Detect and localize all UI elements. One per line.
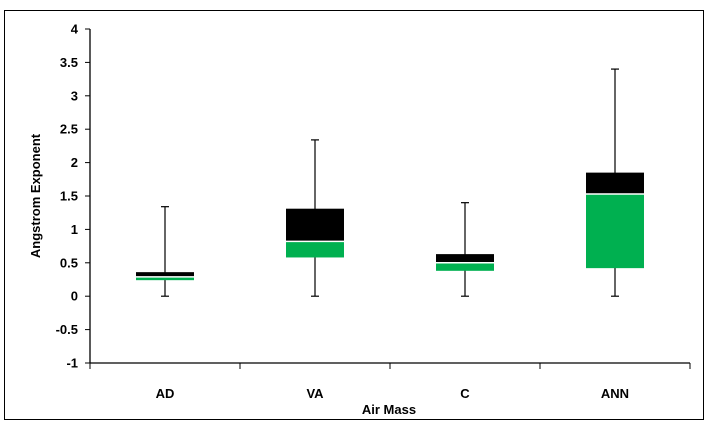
y-tick-label: -1 xyxy=(66,356,78,371)
box-lower-quartile xyxy=(286,241,344,258)
box-lower-quartile xyxy=(436,262,494,271)
y-tick-label: 3.5 xyxy=(60,55,78,70)
y-tick-label: 1 xyxy=(71,222,78,237)
box-lower-quartile xyxy=(586,193,644,269)
x-tick-label: VA xyxy=(306,386,324,401)
box-c xyxy=(436,202,494,297)
box-ann xyxy=(586,68,644,297)
box-upper-quartile xyxy=(136,272,194,277)
box-upper-quartile xyxy=(436,254,494,263)
axes-layer: -1 -0.5 0 0.5 1 1.5 2 2.5 3 3.5 4 AD VA C ANN xyxy=(56,22,691,401)
y-tick-label: 2 xyxy=(71,155,78,170)
x-tick-label: AD xyxy=(156,386,175,401)
y-tick-label: 2.5 xyxy=(60,122,78,137)
y-tick-label: 0 xyxy=(71,289,78,304)
x-tick-label: C xyxy=(460,386,470,401)
box-upper-quartile xyxy=(286,208,344,242)
y-tick-label: 3 xyxy=(71,88,78,103)
boxes-layer xyxy=(136,68,644,297)
y-tick-label: 4 xyxy=(71,22,79,37)
box-ad xyxy=(136,206,194,297)
y-tick-label: 0.5 xyxy=(60,255,78,270)
x-axis-title: Air Mass xyxy=(362,402,416,417)
y-tick-label: 1.5 xyxy=(60,189,78,204)
box-lower-quartile xyxy=(136,276,194,281)
y-tick-label: -0.5 xyxy=(56,322,78,337)
y-axis-title: Angstrom Exponent xyxy=(28,133,43,258)
x-tick-label: ANN xyxy=(601,386,629,401)
box-va xyxy=(286,139,344,297)
box-upper-quartile xyxy=(586,172,644,194)
